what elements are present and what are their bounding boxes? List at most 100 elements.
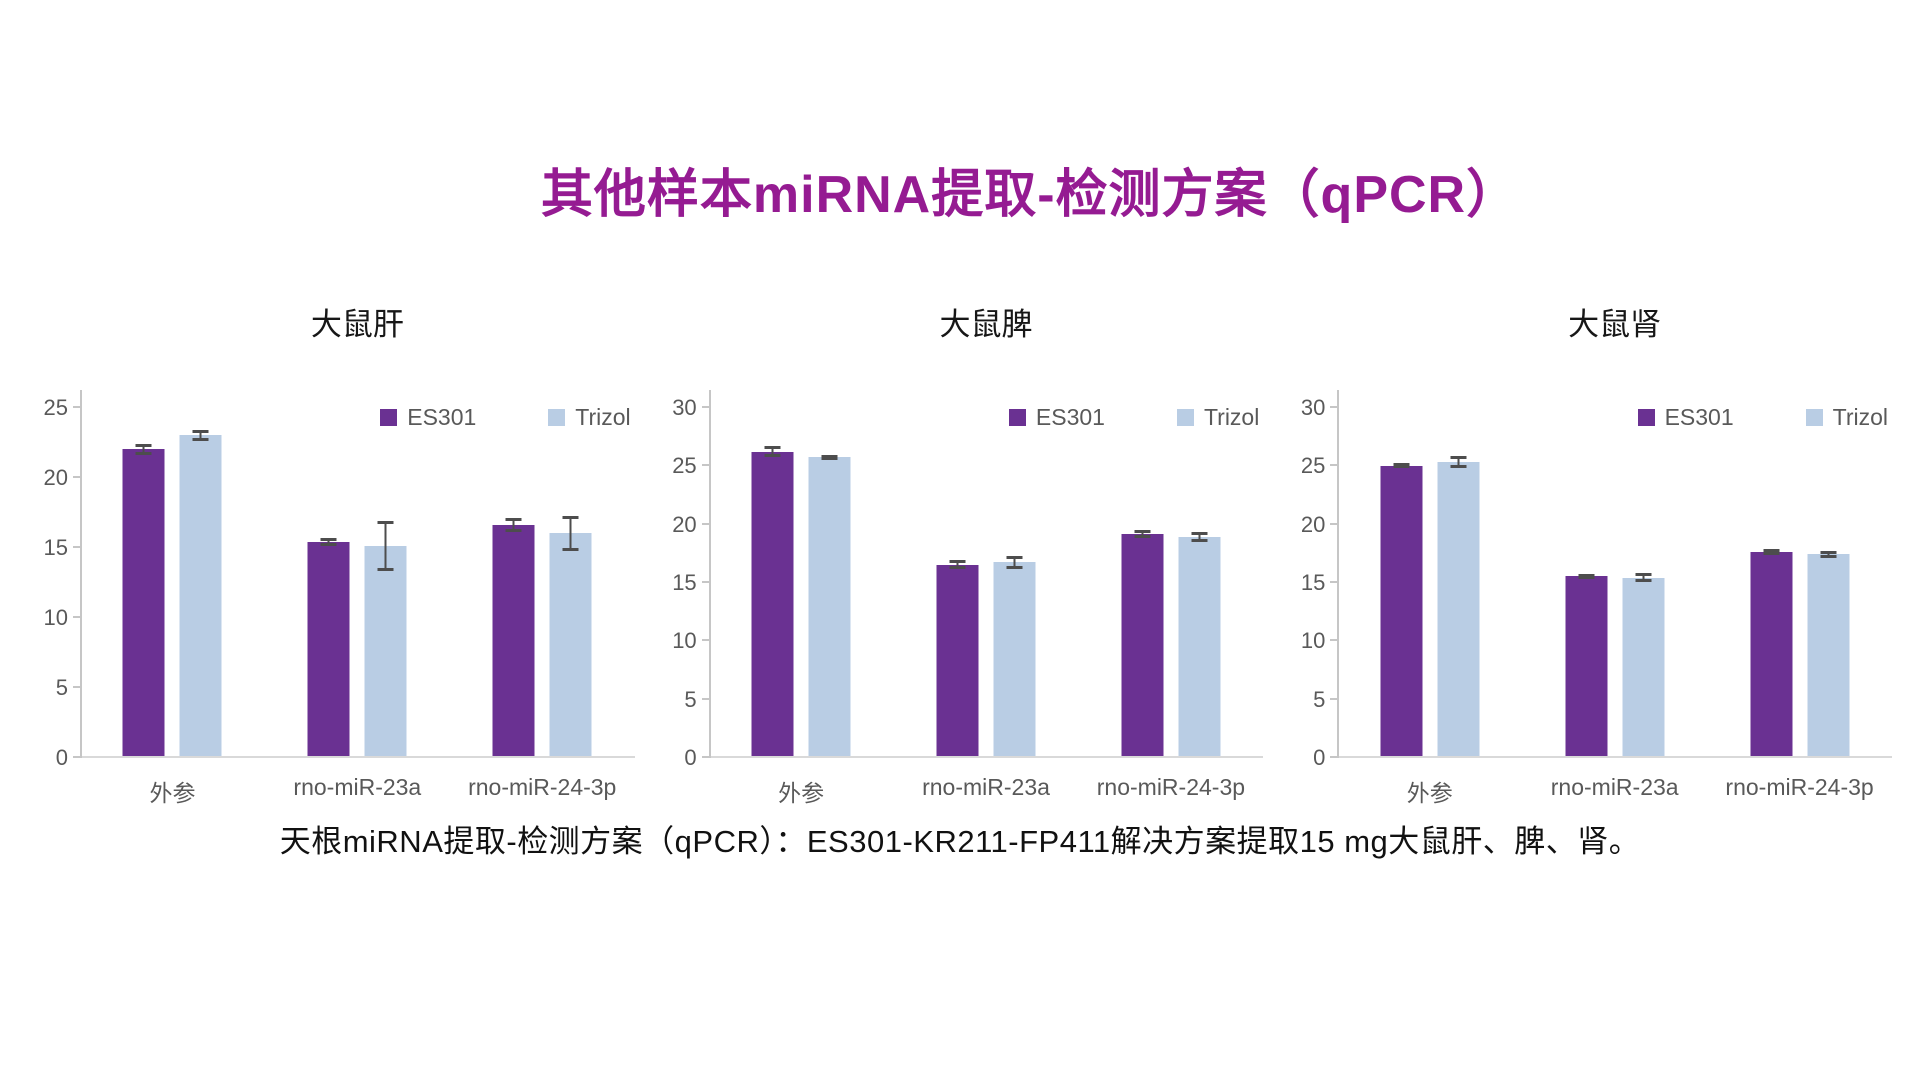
y-axis-tick-mark bbox=[701, 697, 711, 700]
legend-label: Trizol bbox=[575, 404, 631, 430]
y-axis-tick-mark bbox=[73, 616, 82, 618]
x-axis-category-label: rno-miR-24-3p bbox=[1725, 774, 1874, 800]
bar-trizol bbox=[1622, 573, 1665, 756]
error-bar-line bbox=[1642, 574, 1645, 581]
error-bar-line bbox=[956, 561, 959, 569]
x-axis-line bbox=[80, 756, 635, 758]
error-bar-line bbox=[1141, 531, 1144, 538]
error-bar-line bbox=[1198, 532, 1201, 541]
bar-group bbox=[307, 521, 407, 756]
legend-item-trizol: Trizol bbox=[1805, 404, 1889, 431]
y-axis-tick-label: 15 bbox=[672, 570, 697, 595]
error-bar-cap-top bbox=[949, 560, 966, 564]
legend-label: Trizol bbox=[1203, 404, 1260, 430]
error-bar-cap-top bbox=[562, 515, 579, 519]
error-bar-cap-bottom bbox=[1450, 464, 1467, 468]
bar-es301 bbox=[751, 446, 794, 756]
legend-swatch-trizol bbox=[1805, 409, 1823, 426]
y-axis-tick-label: 10 bbox=[672, 628, 697, 654]
y-axis-tick-label: 20 bbox=[1300, 511, 1326, 537]
bar-group bbox=[492, 515, 592, 756]
bar-trizol bbox=[1807, 550, 1850, 756]
error-bar-cap-top bbox=[320, 538, 337, 542]
error-bar-cap-top bbox=[1134, 530, 1151, 534]
legend-label: ES301 bbox=[407, 404, 477, 430]
y-axis-tick-mark bbox=[73, 406, 82, 408]
y-axis-tick-mark bbox=[1330, 756, 1340, 758]
legend-label: Trizol bbox=[1832, 404, 1889, 430]
bar-trizol bbox=[1178, 531, 1221, 756]
y-axis-tick-mark bbox=[701, 581, 711, 583]
bar-trizol bbox=[1437, 456, 1480, 756]
bar-trizol bbox=[993, 555, 1036, 756]
y-axis-tick-mark bbox=[73, 756, 82, 758]
x-axis-line bbox=[1337, 756, 1893, 758]
error-bar-cap-top bbox=[1635, 573, 1652, 576]
legend-item-es301: ES301 bbox=[380, 404, 476, 431]
error-bar-line bbox=[142, 445, 145, 454]
error-bar-cap-bottom bbox=[377, 567, 394, 571]
charts-row: 大鼠肝 0 5 10 15 20 25 ES301 Trizol 外参 rno-miR-23a… bbox=[0, 299, 1920, 806]
y-axis-line bbox=[80, 390, 82, 758]
y-axis-tick-mark bbox=[73, 686, 82, 688]
error-bar-cap-bottom bbox=[505, 528, 522, 532]
legend-label: ES301 bbox=[1664, 404, 1734, 430]
y-axis-tick-mark bbox=[1330, 581, 1340, 583]
error-bar-cap-bottom bbox=[1635, 578, 1652, 582]
x-axis-category-label: 外参 bbox=[1406, 780, 1453, 806]
error-bar-line bbox=[512, 519, 515, 531]
error-bar-cap-top bbox=[192, 430, 209, 434]
bar-group bbox=[1750, 549, 1850, 756]
bar-es301 bbox=[1380, 463, 1423, 756]
y-axis-tick-label: 25 bbox=[43, 395, 68, 420]
chart-rat-spleen: 大鼠脾 0 5 10 15 20 25 30 ES301 Trizol 外参 rno-miR-2… bbox=[657, 299, 1264, 806]
caption: 天根miRNA提取-检测方案（qPCR）：ES301-KR211-FP411解决… bbox=[279, 824, 1641, 859]
legend-swatch-trizol bbox=[1176, 409, 1194, 426]
y-axis-tick-mark bbox=[1330, 464, 1340, 467]
chart-title-rat-kidney: 大鼠肾 bbox=[1568, 307, 1662, 342]
error-bar-cap-bottom bbox=[192, 437, 209, 441]
bar-es301 bbox=[122, 444, 165, 756]
error-bar-cap-bottom bbox=[1006, 566, 1023, 570]
y-axis-tick-label: 0 bbox=[1313, 745, 1326, 770]
chart-area: 0 5 10 15 20 25 ES301 Trizol 外参 rno-miR-23a rno-… bbox=[28, 390, 635, 806]
error-bar-cap-top bbox=[1763, 549, 1780, 553]
error-bar-cap-bottom bbox=[821, 456, 838, 460]
y-axis-tick-label: 30 bbox=[1300, 395, 1326, 420]
legend: ES301 Trizol bbox=[380, 404, 631, 431]
bar-group bbox=[1565, 573, 1665, 756]
chart-title-rat-liver: 大鼠肝 bbox=[310, 307, 404, 342]
error-bar-cap-bottom bbox=[764, 453, 781, 457]
y-axis-tick-label: 15 bbox=[43, 535, 68, 560]
y-axis-tick-label: 0 bbox=[684, 745, 697, 770]
y-axis-tick-label: 15 bbox=[1300, 570, 1326, 595]
y-axis-tick-label: 25 bbox=[1300, 453, 1326, 479]
legend-item-trizol: Trizol bbox=[548, 404, 631, 431]
x-axis-category-label: rno-miR-24-3p bbox=[468, 774, 617, 800]
error-bar-cap-bottom bbox=[1191, 538, 1208, 542]
bar-trizol bbox=[808, 455, 851, 756]
chart-rat-liver: 大鼠肝 0 5 10 15 20 25 ES301 Trizol 外参 rno-miR-23a… bbox=[28, 299, 635, 806]
bar-trizol bbox=[179, 430, 222, 756]
bar-es301 bbox=[1750, 549, 1793, 756]
bar-group bbox=[936, 555, 1036, 756]
error-bar-line bbox=[569, 516, 572, 551]
y-axis-labels: 0 5 10 15 20 25 30 bbox=[1285, 390, 1337, 770]
plot-area: ES301 Trizol 外参 rno-miR-23a rno-miR-24-3p bbox=[701, 390, 1264, 806]
legend-swatch-es301 bbox=[380, 409, 398, 426]
x-axis-category-label: rno-miR-23a bbox=[293, 774, 422, 800]
error-bar-cap-top bbox=[1450, 456, 1467, 460]
plot-area: ES301 Trizol 外参 rno-miR-23a rno-miR-24-3p bbox=[73, 390, 635, 806]
page-title: 其他样本miRNA提取-检测方案（qPCR） bbox=[540, 166, 1520, 224]
error-bar-line bbox=[1457, 457, 1460, 467]
y-axis-tick-label: 20 bbox=[672, 511, 697, 537]
bar-es301 bbox=[1565, 574, 1608, 756]
x-axis-category-label: rno-miR-23a bbox=[922, 774, 1050, 800]
error-bar-cap-top bbox=[764, 446, 781, 450]
error-bar-cap-top bbox=[505, 518, 522, 522]
error-bar-cap-bottom bbox=[1820, 554, 1837, 558]
y-axis-line bbox=[708, 390, 711, 758]
y-axis-tick-mark bbox=[701, 756, 711, 758]
x-axis-category-label: 外参 bbox=[778, 780, 825, 806]
y-axis-tick-label: 5 bbox=[55, 675, 68, 700]
